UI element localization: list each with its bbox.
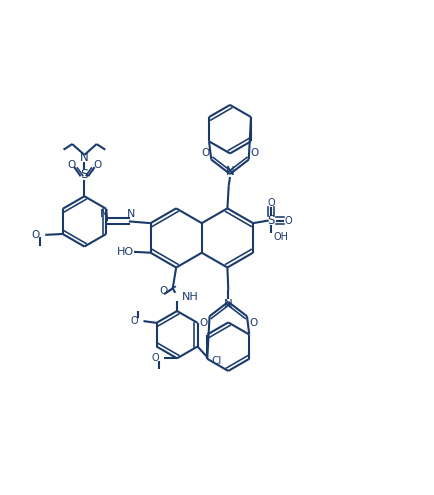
Text: NH: NH bbox=[181, 292, 198, 302]
Text: O: O bbox=[199, 318, 207, 328]
Text: O: O bbox=[267, 198, 274, 208]
Text: N: N bbox=[225, 165, 234, 178]
Text: O: O bbox=[93, 159, 102, 169]
Text: O: O bbox=[67, 159, 76, 169]
Text: S: S bbox=[267, 214, 274, 227]
Text: O: O bbox=[151, 353, 158, 363]
Text: N: N bbox=[224, 298, 232, 311]
Text: O: O bbox=[248, 318, 256, 328]
Text: O: O bbox=[159, 287, 167, 297]
Text: O: O bbox=[130, 316, 138, 326]
Text: S: S bbox=[80, 168, 88, 181]
Text: OH: OH bbox=[273, 232, 288, 242]
Text: O: O bbox=[201, 148, 209, 158]
Text: N: N bbox=[100, 209, 108, 219]
Text: N: N bbox=[127, 209, 135, 219]
Text: O: O bbox=[32, 230, 40, 240]
Text: O: O bbox=[250, 148, 258, 158]
Text: HO: HO bbox=[116, 247, 134, 257]
Text: O: O bbox=[284, 215, 292, 226]
Text: Cl: Cl bbox=[211, 356, 221, 366]
Text: N: N bbox=[80, 151, 89, 164]
